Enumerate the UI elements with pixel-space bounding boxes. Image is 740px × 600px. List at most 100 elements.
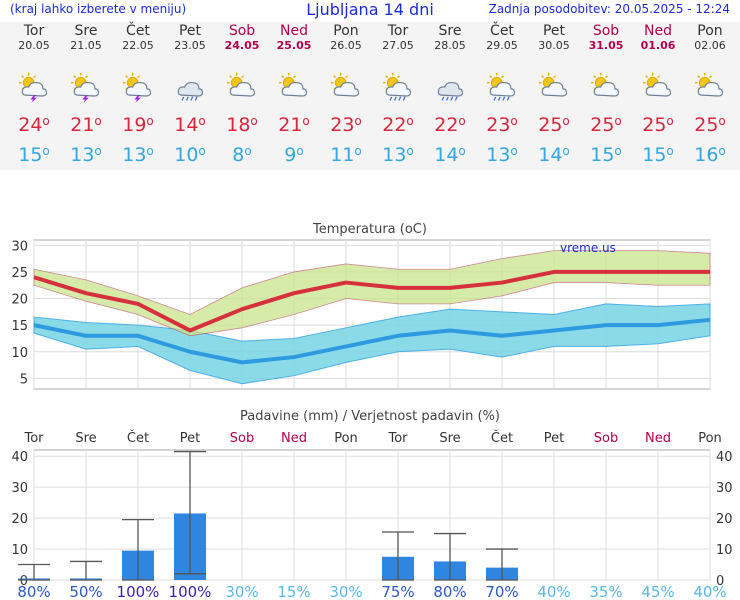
max-temperature: 18o [216, 114, 268, 136]
min-temperature-value: 9 [284, 144, 297, 166]
sun-ray [281, 75, 285, 79]
y-tick-label: 10 [11, 346, 28, 361]
max-temperature-value: 21 [278, 114, 303, 136]
precipitation-probability: 75% [381, 583, 414, 600]
day-name: Tor [387, 23, 409, 39]
degree-mark: o [42, 144, 50, 158]
cloud-shape [73, 81, 100, 97]
x-tick-label: Tor [23, 431, 44, 446]
x-tick-label: Pon [334, 431, 358, 446]
day-name: Pon [697, 23, 723, 39]
forecast-day: Čet 29.05 23o 13o [476, 22, 528, 166]
min-temperature-value: 8 [232, 144, 245, 166]
y-tick-label-right: 20 [716, 512, 733, 527]
sun-ray [293, 75, 297, 79]
min-temperature: 15o [632, 144, 684, 166]
location-hint[interactable]: (kraj lahko izberete v meniju) [10, 2, 187, 16]
watermark: vreme.us [560, 241, 616, 255]
max-temperature-value: 25 [590, 114, 615, 136]
sun-ray [501, 75, 505, 79]
precipitation-probability: 40% [537, 583, 570, 600]
sun-ray [605, 75, 609, 79]
sun-ray [489, 75, 493, 79]
degree-mark: o [198, 144, 206, 158]
min-temperature-value: 14 [538, 144, 563, 166]
sun-ray [33, 75, 37, 79]
max-temperature-value: 14 [174, 114, 199, 136]
day-date: 23.05 [174, 39, 206, 52]
day-date: 02.06 [694, 39, 726, 52]
min-temperature-value: 13 [122, 144, 147, 166]
max-temperature: 25o [684, 114, 736, 136]
degree-mark: o [42, 114, 50, 128]
max-temperature: 14o [164, 114, 216, 136]
min-temperature-value: 16 [694, 144, 719, 166]
degree-mark: o [244, 144, 252, 158]
day-date: 27.05 [382, 39, 414, 52]
x-tick-label: Ned [645, 431, 671, 446]
forecast-day: Sob 31.05 25o 15o [580, 22, 632, 166]
sun-ray [125, 75, 129, 79]
x-tick-label: Čet [127, 430, 149, 446]
rain-drop [445, 96, 449, 101]
degree-mark: o [354, 144, 362, 158]
rain-drop [493, 96, 497, 101]
sun-ray [541, 75, 545, 79]
max-temperature: 22o [372, 114, 424, 136]
sun-ray [21, 75, 25, 79]
day-name: Sre [438, 23, 462, 39]
y-tick-label: 20 [11, 512, 28, 527]
degree-mark: o [458, 144, 466, 158]
cloud-shape [489, 81, 516, 97]
x-tick-label: Pet [544, 431, 564, 446]
y-tick-label: 10 [11, 543, 28, 558]
y-tick-label-right: 0 [716, 574, 724, 589]
cloud-shape [437, 81, 464, 97]
cloud-shape [697, 81, 724, 97]
max-temperature-value: 24 [18, 114, 43, 136]
sun-ray [73, 75, 77, 79]
rain-drop [393, 96, 397, 101]
x-tick-label: Pet [180, 431, 200, 446]
cloud-shape [125, 81, 152, 97]
max-temperature-value: 18 [226, 114, 251, 136]
min-temperature: 15o [580, 144, 632, 166]
forecast-day: Sob 24.05 18o 8o [216, 22, 268, 166]
lightning-bolt [30, 95, 37, 104]
precipitation-probability: 15% [277, 583, 310, 600]
sun-ray [645, 75, 649, 79]
cloud-shape [177, 81, 204, 97]
max-temperature-band [33, 250, 711, 337]
x-tick-label: Čet [491, 430, 513, 446]
sun-ray [397, 75, 401, 79]
sun-cloud-thunder-icon [70, 72, 100, 104]
degree-mark: o [510, 114, 518, 128]
rain-drop [450, 96, 454, 101]
sun-partly-cloudy-icon [642, 72, 672, 97]
x-tick-label: Pon [698, 431, 722, 446]
min-temperature-value: 11 [330, 144, 355, 166]
max-temperature-line [33, 269, 710, 333]
sun-ray [697, 75, 701, 79]
temperature-chart: Temperatura (oC) 5 10 15 20 25 30 vreme.us [11, 222, 711, 390]
rain-drop [185, 96, 189, 101]
max-temperature-value: 22 [382, 114, 407, 136]
last-update: Zadnja posodobitev: 20.05.2025 - 12:24 [488, 2, 730, 16]
precipitation-probability: 40% [693, 583, 726, 600]
x-tick-label: Sob [594, 431, 618, 446]
max-temperature: 19o [112, 114, 164, 136]
max-temperature-value: 23 [330, 114, 355, 136]
precipitation-probability: 30% [329, 583, 362, 600]
day-date: 26.05 [330, 39, 362, 52]
sun-partly-cloudy-icon [590, 72, 620, 97]
max-temperature-value: 25 [642, 114, 667, 136]
sun-ray [345, 75, 349, 79]
day-name: Tor [23, 23, 45, 39]
day-name: Pet [542, 23, 566, 39]
degree-mark: o [406, 114, 414, 128]
sun-partly-cloudy-icon [538, 72, 568, 97]
max-temperature: 24o [8, 114, 60, 136]
max-temperature: 21o [268, 114, 320, 136]
chart-title: Temperatura (oC) [312, 222, 427, 237]
min-temperature-value: 14 [434, 144, 459, 166]
